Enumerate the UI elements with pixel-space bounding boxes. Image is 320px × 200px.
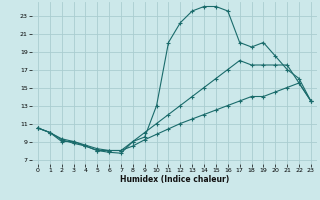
X-axis label: Humidex (Indice chaleur): Humidex (Indice chaleur) [120, 175, 229, 184]
